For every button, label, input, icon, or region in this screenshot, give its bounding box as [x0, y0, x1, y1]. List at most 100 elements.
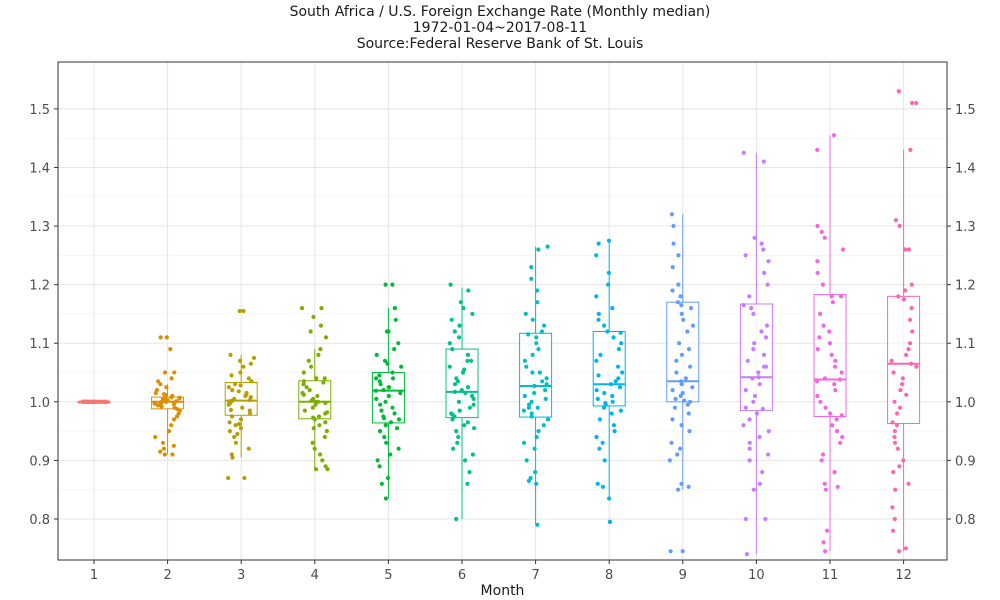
data-point	[761, 352, 767, 357]
data-point	[311, 314, 316, 319]
data-point	[248, 411, 253, 416]
data-point	[456, 434, 461, 440]
data-point	[163, 399, 169, 404]
data-point	[901, 458, 906, 463]
data-point	[677, 341, 682, 346]
data-point	[904, 392, 909, 397]
data-point	[383, 496, 388, 501]
box-iqr	[445, 348, 479, 419]
data-point	[594, 388, 599, 393]
data-point	[890, 420, 895, 425]
data-point	[536, 247, 541, 252]
data-point	[834, 417, 839, 422]
data-point	[600, 484, 606, 489]
data-point	[458, 300, 463, 305]
data-point	[532, 383, 537, 389]
data-point	[743, 516, 748, 522]
data-point	[539, 329, 545, 334]
data-point	[529, 276, 534, 281]
data-point	[170, 452, 175, 457]
data-point	[674, 370, 679, 375]
data-point	[392, 306, 397, 311]
data-point	[162, 452, 167, 457]
data-point	[532, 446, 537, 451]
data-point	[839, 413, 844, 418]
data-point	[390, 282, 395, 287]
data-point	[616, 364, 621, 369]
data-point	[830, 300, 836, 305]
data-point	[598, 352, 603, 357]
data-point	[238, 383, 243, 388]
data-point	[898, 388, 903, 393]
data-point	[529, 414, 534, 419]
data-point	[891, 528, 896, 533]
data-point	[761, 159, 766, 164]
data-point	[674, 358, 679, 363]
data-point	[228, 399, 233, 404]
data-point	[612, 429, 617, 434]
data-point	[465, 358, 470, 363]
data-point	[827, 341, 833, 346]
data-point	[233, 382, 238, 387]
data-point	[675, 300, 681, 305]
data-point	[675, 452, 680, 457]
data-point	[765, 282, 770, 287]
data-point	[835, 484, 840, 489]
data-point	[821, 323, 826, 328]
data-point	[757, 434, 762, 440]
data-point	[601, 405, 607, 410]
data-point	[228, 352, 233, 357]
data-point	[829, 294, 834, 299]
data-point	[907, 341, 913, 346]
data-point	[892, 429, 898, 434]
data-point	[679, 311, 684, 316]
data-point	[238, 426, 243, 431]
data-point	[448, 282, 453, 287]
data-point	[760, 406, 765, 411]
data-point	[670, 417, 675, 422]
data-point	[900, 376, 905, 381]
data-point	[757, 481, 763, 486]
data-point	[390, 376, 396, 381]
data-point	[676, 487, 681, 492]
data-point	[447, 341, 452, 346]
data-point	[914, 364, 919, 369]
y-tick-label-left: 1.4	[29, 161, 50, 176]
data-point	[679, 352, 685, 357]
data-point	[325, 410, 330, 415]
data-point	[237, 308, 242, 314]
data-point	[450, 412, 455, 417]
data-point	[741, 150, 746, 155]
data-point	[896, 294, 901, 299]
data-point	[238, 358, 243, 363]
data-point	[161, 392, 167, 397]
data-point	[540, 379, 545, 384]
data-point	[386, 393, 391, 399]
box-layer	[77, 135, 921, 555]
data-point	[673, 396, 678, 401]
data-point	[832, 364, 838, 369]
data-point	[815, 223, 820, 229]
data-point	[825, 528, 830, 533]
data-point	[596, 311, 601, 316]
data-point	[227, 420, 232, 425]
data-point	[678, 294, 683, 299]
data-point	[745, 358, 750, 363]
data-point	[743, 388, 748, 393]
data-point	[232, 434, 237, 440]
data-point	[526, 332, 531, 337]
data-point	[318, 323, 324, 328]
data-point	[156, 379, 161, 384]
data-point	[310, 405, 315, 410]
data-point	[385, 475, 391, 481]
y-tick-label-left: 1.5	[29, 103, 50, 118]
point-layer	[80, 89, 919, 557]
data-point	[471, 396, 476, 401]
data-point	[243, 393, 248, 399]
x-axis-title: Month	[481, 583, 525, 599]
data-point	[248, 361, 253, 366]
data-point	[388, 452, 393, 457]
data-point	[463, 390, 468, 396]
data-point	[383, 423, 388, 428]
data-point	[602, 458, 607, 463]
